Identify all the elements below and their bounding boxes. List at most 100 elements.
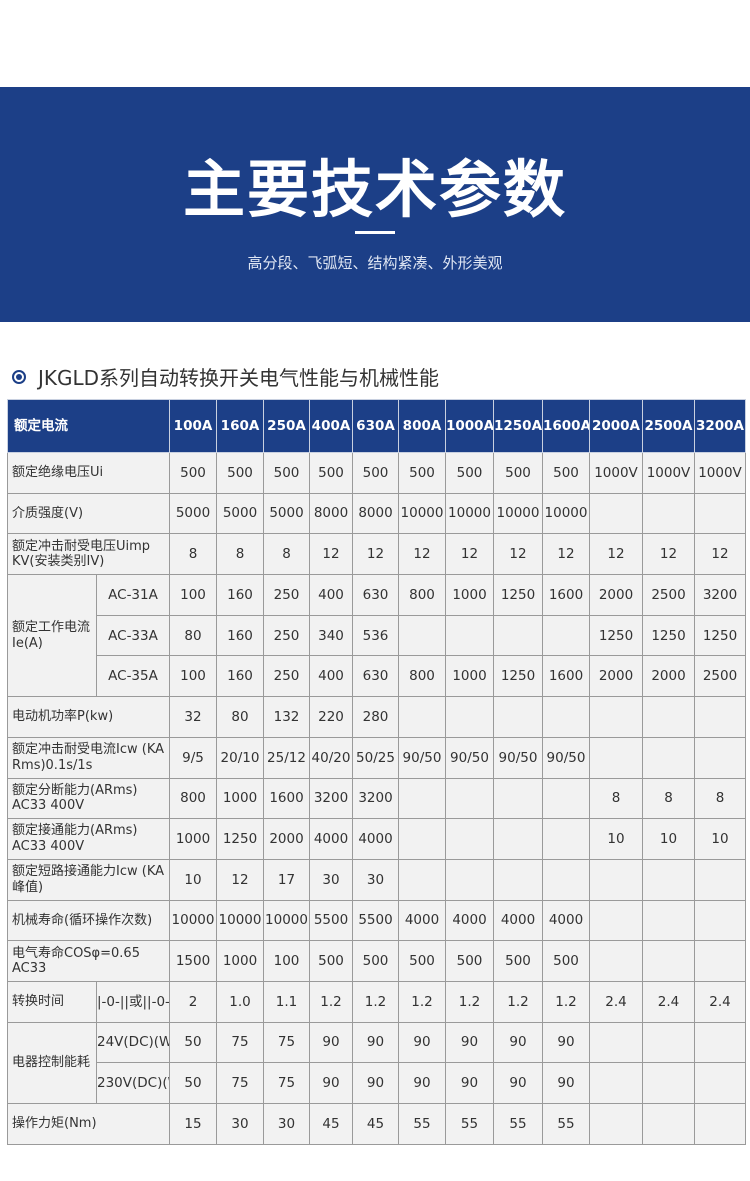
table-cell: 250 [263, 574, 310, 616]
table-cell: 90/50 [542, 736, 590, 779]
row-label: 机械寿命(循环操作次数) [7, 899, 170, 942]
row-sublabel: |-0-||或||-0-| [96, 980, 170, 1023]
table-cell: 40/20 [309, 736, 353, 779]
table-cell: 400 [309, 574, 353, 616]
table-cell: 5000 [169, 492, 217, 535]
table-cell: 10000 [398, 492, 446, 535]
table-cell: 10000 [263, 899, 310, 942]
table-cell: 500 [542, 940, 590, 982]
table-cell [445, 614, 494, 657]
column-header: 1600A [542, 399, 590, 453]
column-header: 160A [216, 399, 264, 453]
section-title: JKGLD系列自动转换开关电气性能与机械性能 [38, 366, 440, 390]
column-header: 2500A [642, 399, 695, 453]
table-cell: 4000 [445, 899, 494, 942]
table-cell [542, 818, 590, 860]
table-row: AC-35A 100 160 250 400 630 800 1000 1250 1600 2000… [8, 655, 746, 698]
table-cell: 10 [589, 818, 643, 860]
table-cell [694, 696, 746, 738]
table-cell: 500 [493, 940, 543, 982]
table-cell: 12 [589, 533, 643, 576]
table-cell: 3200 [309, 777, 353, 820]
table-cell: 1600 [542, 574, 590, 616]
row-label: 操作力矩(Nm) [7, 1103, 170, 1145]
table-cell: 2000 [642, 655, 695, 698]
table-cell: 1.2 [398, 980, 446, 1023]
table-cell: 1600 [542, 655, 590, 698]
section-heading: JKGLD系列自动转换开关电气性能与机械性能 [12, 362, 439, 391]
table-cell [589, 940, 643, 982]
table-cell: 90 [542, 1021, 590, 1064]
table-cell: 1000V [589, 452, 643, 494]
table-cell: 1250 [589, 614, 643, 657]
table-row: 额定绝缘电压Ui 500 500 500 500 500 500 500 500 500 1000V… [7, 452, 746, 494]
table-cell: 5000 [216, 492, 264, 535]
table-cell: 500 [493, 452, 543, 494]
table-cell [642, 736, 695, 779]
table-row: 额定分断能力(ARms) AC33 400V 800 1000 1600 3200 320… [7, 777, 746, 820]
table-cell: 90 [352, 1021, 399, 1064]
table-cell [398, 696, 446, 738]
table-cell: 50 [169, 1021, 217, 1064]
table-cell: 8 [263, 533, 310, 576]
table-cell: 500 [352, 940, 399, 982]
table-cell [398, 614, 446, 657]
page-title: 主要技术参数 [182, 153, 567, 226]
table-cell [445, 777, 494, 820]
table-cell [694, 1103, 746, 1145]
table-cell: 10 [694, 818, 746, 860]
table-cell: 90 [309, 1062, 353, 1104]
row-label: 额定短路接通能力Icw (KA峰值) [7, 858, 170, 901]
table-cell [642, 1103, 695, 1145]
table-cell: 3200 [352, 777, 399, 820]
table-cell: 1.2 [309, 980, 353, 1023]
table-cell: 500 [169, 452, 217, 494]
table-row: 额定冲击耐受电压Uimp KV(安装类别IV) 8 8 8 12 12 12 12 12 12 12… [7, 533, 746, 576]
table-cell: 12 [493, 533, 543, 576]
table-cell [589, 858, 643, 901]
row-label: 电动机功率P(kw) [7, 696, 170, 738]
table-cell: 1000 [216, 777, 264, 820]
table-cell: 1000 [169, 818, 217, 860]
table-cell: 160 [216, 655, 264, 698]
table-cell: 100 [263, 940, 310, 982]
row-label: 额定接通能力(ARms) AC33 400V [7, 818, 170, 860]
table-row: 转换时间 |-0-||或||-0-| 2 1.0 1.1 1.2 1.2 1.2 1.2 1.2 1… [7, 980, 746, 1023]
table-cell: 1600 [263, 777, 310, 820]
column-header: 400A [309, 399, 353, 453]
table-cell: 132 [263, 696, 310, 738]
table-cell: 10000 [169, 899, 217, 942]
table-row: 额定冲击耐受电流Icw (KA Rms)0.1s/1s 9/5 20/10 25/12… [7, 736, 746, 779]
table-cell [589, 736, 643, 779]
table-cell [398, 777, 446, 820]
table-cell: 500 [398, 940, 446, 982]
target-bullet-icon [12, 369, 26, 384]
table-cell: 536 [352, 614, 399, 657]
table-cell [589, 696, 643, 738]
row-group-label: 额定工作电流Ie(A) [7, 574, 97, 698]
table-cell: 55 [398, 1103, 446, 1145]
row-label: 介质强度(V) [7, 492, 170, 535]
table-cell: 30 [352, 858, 399, 901]
table-cell: 160 [216, 614, 264, 657]
column-header: 100A [169, 399, 217, 453]
table-row: 机械寿命(循环操作次数) 10000 10000 10000 5500 5500 4000 4… [7, 899, 746, 942]
row-sublabel: AC-33A [96, 614, 170, 657]
column-header: 250A [263, 399, 310, 453]
table-cell: 80 [169, 614, 217, 657]
table-cell [493, 858, 543, 901]
table-cell [493, 614, 543, 657]
table-cell: 1000 [445, 574, 494, 616]
table-cell: 2.4 [642, 980, 695, 1023]
table-cell: 4000 [352, 818, 399, 860]
table-cell: 800 [398, 574, 446, 616]
table-cell: 9/5 [169, 736, 217, 779]
table-cell [642, 492, 695, 535]
table-cell: 500 [398, 452, 446, 494]
table-cell: 55 [542, 1103, 590, 1145]
table-cell: 2000 [263, 818, 310, 860]
table-cell [542, 696, 590, 738]
spec-table: 额定电流 100A 160A 250A 400A 630A 800A 1000A 1250A 16… [7, 399, 746, 1145]
